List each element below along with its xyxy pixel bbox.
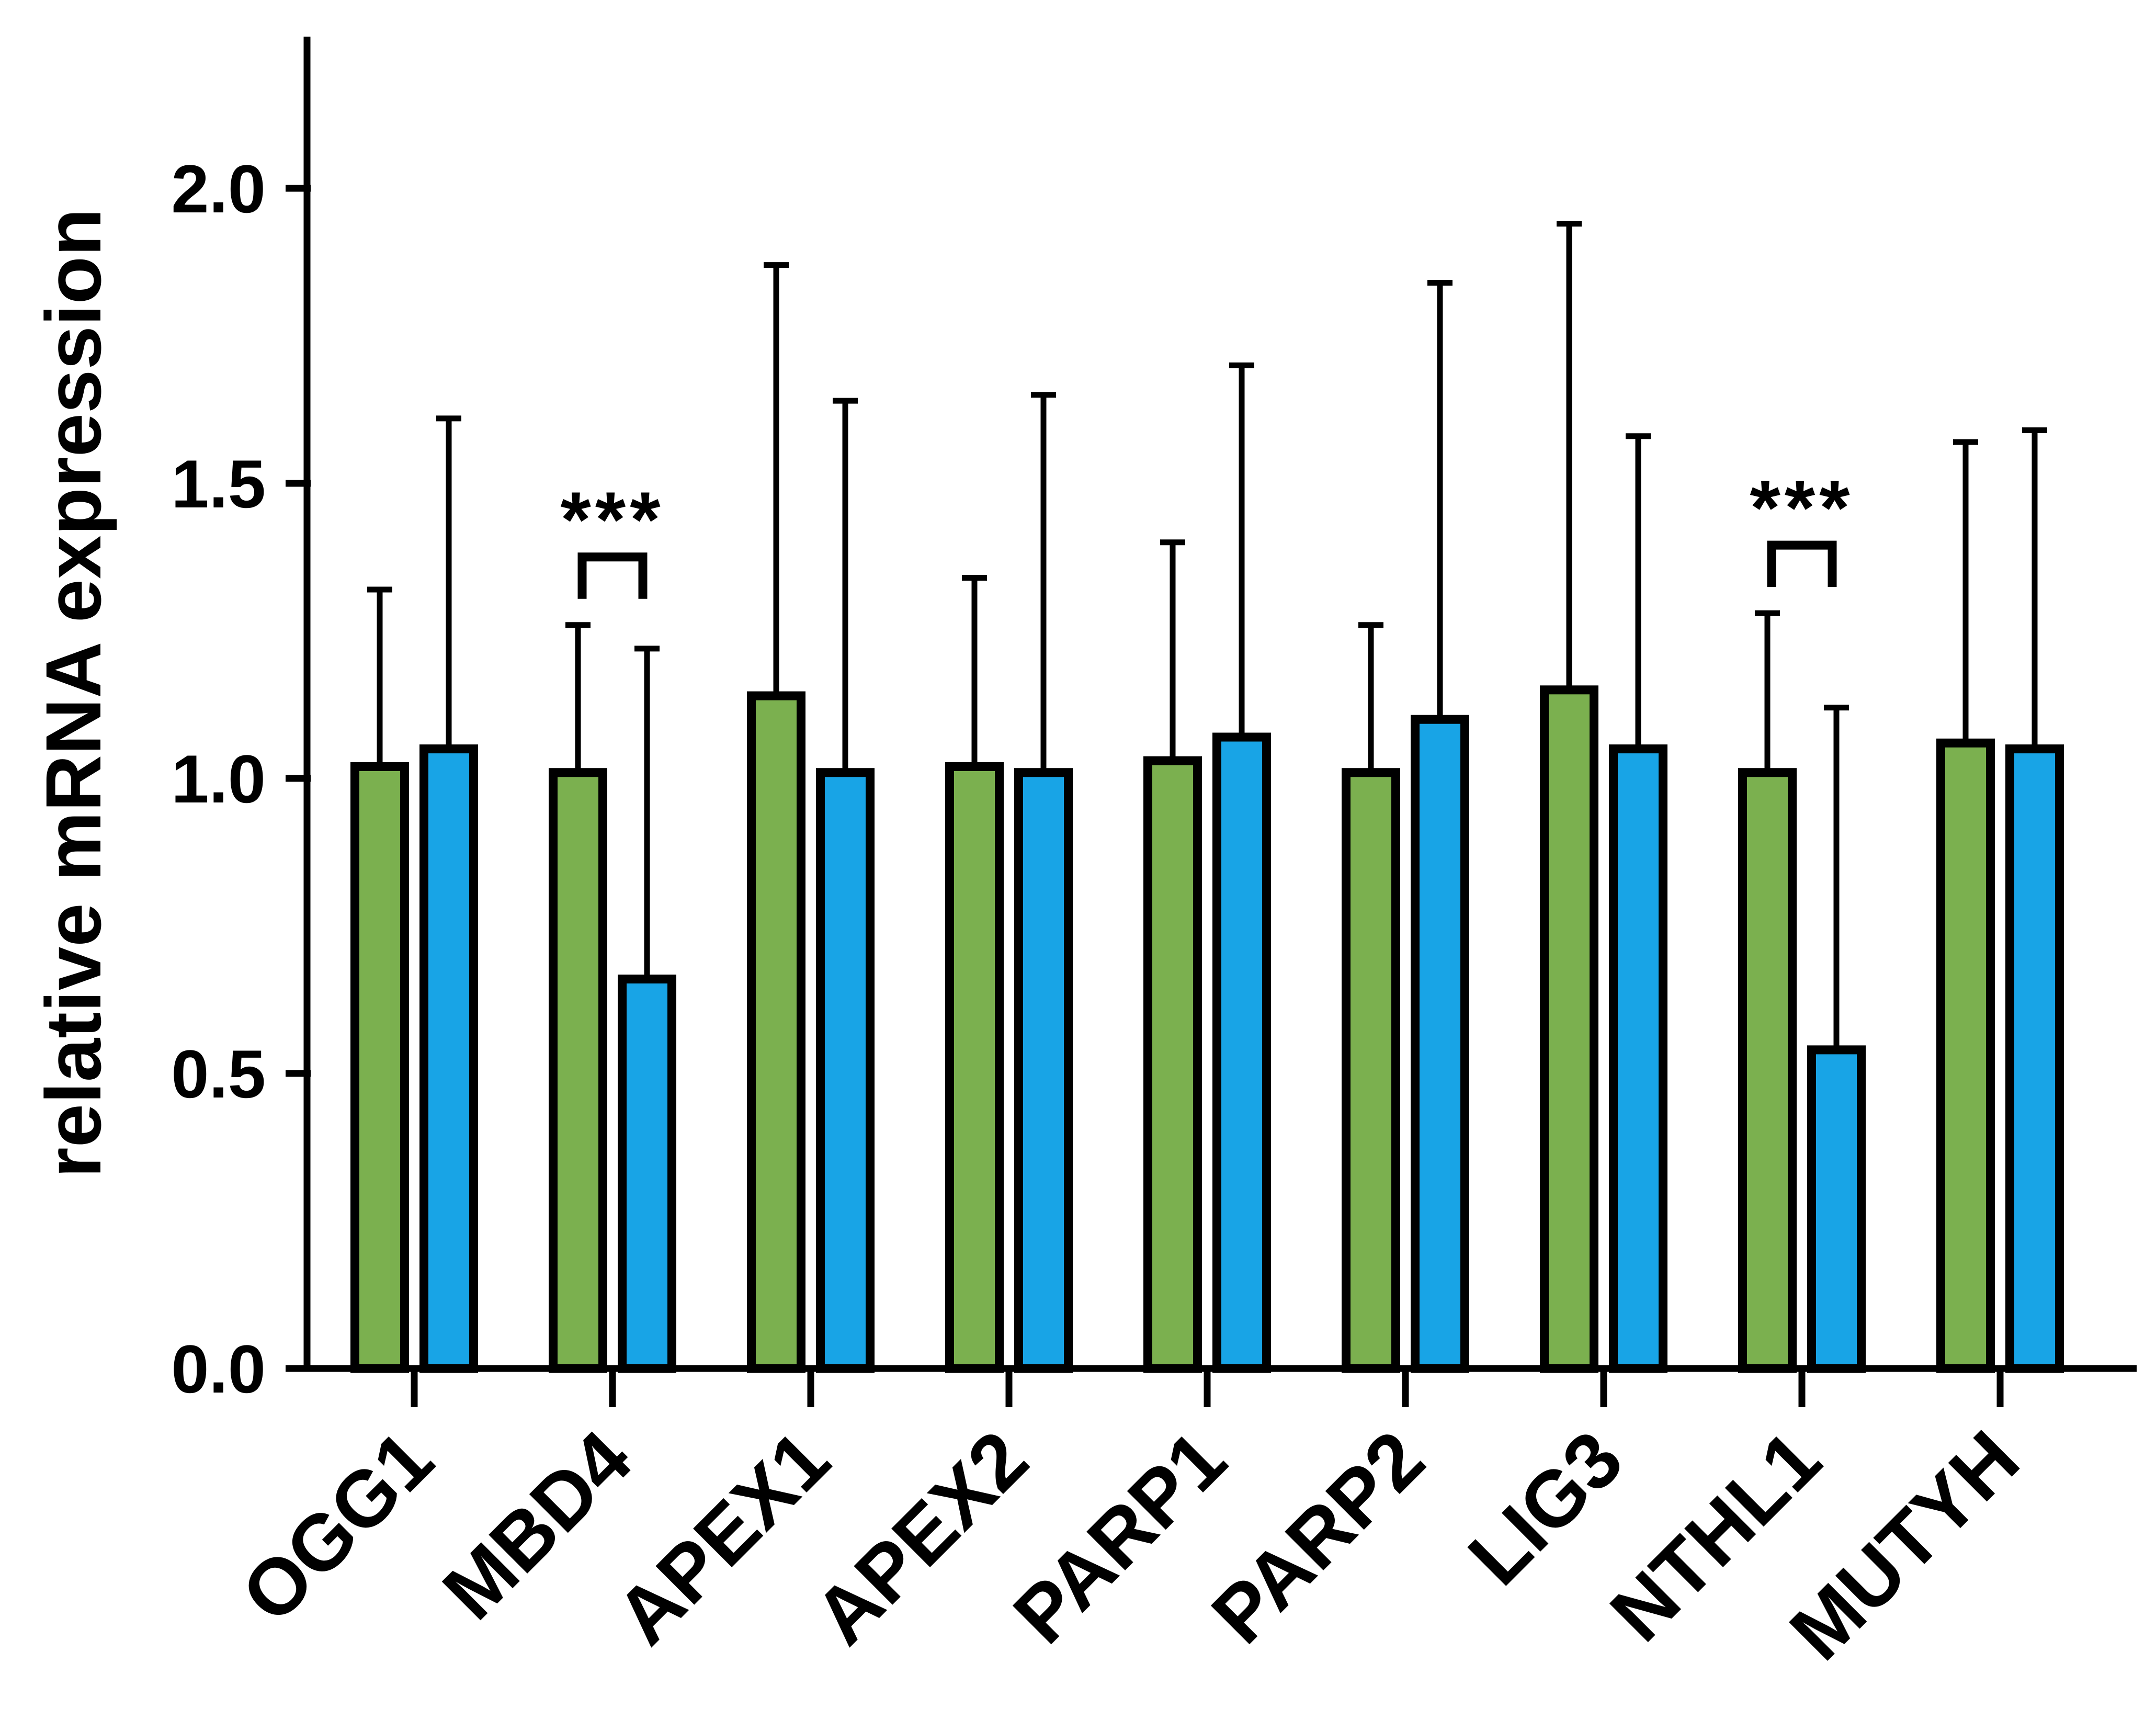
significance-annotations: *** ***	[560, 463, 1854, 599]
bar-green-mutyh	[1936, 738, 1995, 1373]
significance-bracket	[1767, 540, 1837, 587]
bar-green-apex2	[945, 762, 1004, 1373]
y-tick-label: 1.0	[171, 741, 266, 817]
bar-blue-apex2	[1014, 768, 1073, 1373]
bar-blue-mutyh	[2005, 744, 2064, 1373]
x-tick-label-apex1: APEX1	[599, 1414, 847, 1661]
bar-blue-lig3	[1609, 744, 1667, 1373]
bar-blue-apex1	[816, 768, 875, 1373]
y-axis-label: relative mRNA expression	[29, 208, 117, 1178]
x-tick-label-lig3: LIG3	[1451, 1414, 1639, 1602]
significance-label: ***	[560, 476, 664, 563]
bars-layer	[350, 685, 2064, 1373]
error-bars-layer	[367, 221, 2047, 1050]
y-tick-label: 1.5	[171, 446, 266, 522]
axes-layer	[303, 37, 2137, 1372]
y-tick-label: 0.5	[171, 1036, 266, 1112]
x-tick-label-parp1: PARP1	[997, 1414, 1243, 1660]
bar-green-apex1	[747, 691, 805, 1373]
bar-blue-parp2	[1411, 715, 1469, 1373]
bar-green-mbd4	[549, 768, 607, 1373]
y-tick-label: 0.0	[171, 1331, 266, 1407]
significance-label: ***	[1750, 463, 1854, 551]
bar-green-nthl1	[1738, 768, 1797, 1373]
bar-blue-mbd4	[618, 975, 676, 1373]
bar-green-parp1	[1143, 756, 1202, 1373]
bar-blue-parp1	[1212, 732, 1271, 1373]
bar-green-ogg1	[350, 762, 409, 1373]
significance-bracket	[577, 552, 648, 599]
x-tick-label-ogg1: OGG1	[225, 1414, 450, 1639]
bar-blue-ogg1	[419, 744, 478, 1373]
bar-green-parp2	[1342, 768, 1400, 1373]
bar-blue-nthl1	[1807, 1045, 1866, 1373]
x-tick-label-apex2: APEX2	[798, 1414, 1045, 1661]
bar-green-lig3	[1540, 685, 1598, 1373]
y-tick-label: 2.0	[171, 151, 266, 227]
y-ticks: 0.0 0.5 1.0 1.5 2.0	[171, 151, 311, 1407]
x-tick-label-parp2: PARP2	[1195, 1414, 1442, 1660]
